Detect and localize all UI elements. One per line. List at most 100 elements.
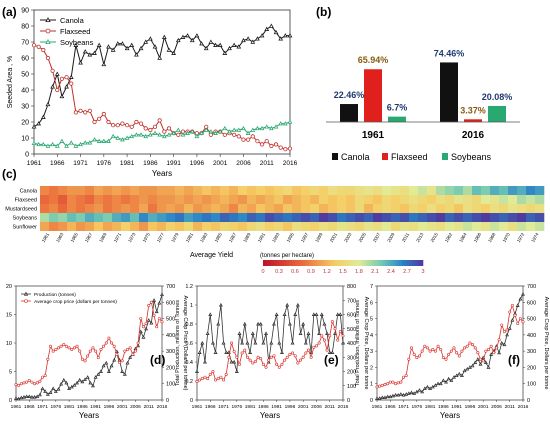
x-tick-label: 1981 <box>64 404 75 410</box>
heatmap-cell <box>274 195 284 204</box>
data-point-production <box>19 395 24 400</box>
heatmap-cell <box>310 195 320 204</box>
heatmap-cell <box>463 222 473 231</box>
data-point-price <box>391 380 395 384</box>
x-tick-label: 1968 <box>487 232 497 244</box>
panel-f-label: (f) <box>508 353 520 367</box>
data-point-flaxseed <box>59 76 65 81</box>
data-point-production <box>240 340 245 345</box>
heatmap-cell <box>130 213 140 222</box>
data-point-flaxseed <box>41 47 46 53</box>
heatmap-cell <box>121 204 131 213</box>
data-point-canola <box>287 33 293 38</box>
x-tick-label: 1985 <box>214 232 224 244</box>
data-point-canola <box>96 42 102 47</box>
data-point-flaxseed <box>208 132 213 137</box>
data-point-production <box>475 357 480 361</box>
data-point-price <box>30 380 34 384</box>
data-point-price <box>457 354 461 358</box>
heatmap-cell <box>490 204 500 213</box>
data-point-price <box>394 382 398 386</box>
x-tick-label: 1987 <box>228 232 238 244</box>
data-point-canola <box>92 50 97 55</box>
x-tick-label: 2011 <box>325 404 336 410</box>
data-point-price <box>431 348 435 352</box>
heatmap-cell <box>463 186 473 195</box>
colorbar-segment <box>367 260 370 266</box>
heatmap-cell <box>499 186 509 195</box>
heatmap-cell <box>274 213 284 222</box>
x-tick-label: 1971 <box>113 232 123 244</box>
heatmap-cell <box>454 204 464 213</box>
data-point-flaxseed <box>273 142 279 147</box>
bar-value-label: 6.7% <box>387 103 408 113</box>
data-point-production <box>317 331 322 335</box>
data-point-soybeans <box>82 140 88 145</box>
x-tick-label: 2016 <box>518 404 529 410</box>
colorbar-segment <box>329 260 333 266</box>
data-point-soybeans <box>189 129 195 134</box>
panel-b-bars: 22.46% 65.94% 6.7% 1961 74.46% 3.37% 20.08% 201… <box>326 48 520 141</box>
colorbar-segment <box>391 260 394 266</box>
data-point-soybeans <box>92 137 97 142</box>
colorbar-segment <box>393 260 397 266</box>
data-point-production <box>428 386 433 391</box>
data-point-canola <box>255 36 260 41</box>
panel-e-label: (e) <box>324 353 339 367</box>
data-point-production <box>382 395 387 399</box>
x-tick-label: 1996 <box>104 404 115 410</box>
heatmap-cell <box>256 195 266 204</box>
data-point-production <box>497 350 502 355</box>
data-point-production <box>109 363 114 368</box>
heatmap-cell <box>508 186 518 195</box>
heatmap-cell <box>211 195 221 204</box>
data-point-production <box>157 300 162 305</box>
x-tick-label: 1971 <box>218 404 229 410</box>
data-point-production <box>224 350 229 354</box>
data-point-soybeans <box>134 132 139 137</box>
data-point-price <box>264 365 268 369</box>
x-tick-label: 1972 <box>516 232 526 244</box>
data-point-canola <box>31 124 37 129</box>
x-tick-label: 1962 <box>444 232 454 244</box>
data-point-flaxseed <box>120 121 125 126</box>
heatmap-cell <box>472 186 482 195</box>
data-point-flaxseed <box>264 139 269 144</box>
data-point-price <box>33 382 37 386</box>
data-point-price <box>243 348 247 352</box>
data-point-production <box>197 350 202 354</box>
data-point-soybeans <box>199 130 204 135</box>
data-point-soybeans <box>287 119 293 124</box>
x-tick-label: 2001 <box>117 404 128 410</box>
x-tick-label: 1979 <box>170 232 180 244</box>
heatmap-cell <box>256 222 266 231</box>
heatmap-cell <box>265 213 275 222</box>
heatmap-cell <box>400 213 410 222</box>
colorbar-segment <box>332 260 336 266</box>
heatmap-cell <box>202 213 212 222</box>
heatmap-cell <box>436 195 446 204</box>
colorbar-tick-label: 0.3 <box>275 269 283 275</box>
heatmap-cell <box>292 222 302 231</box>
heatmap-cell <box>130 204 140 213</box>
data-point-soybeans <box>59 138 65 143</box>
x-tick-label: 1974 <box>530 232 540 244</box>
data-point-production <box>333 331 338 335</box>
data-point-production <box>250 331 255 335</box>
y-right-tick-label: 800 <box>347 284 356 290</box>
heatmap-cell <box>535 204 545 213</box>
data-point-price <box>128 346 132 350</box>
y-tick-label: 5 <box>9 370 12 376</box>
heatmap-cell <box>103 186 113 195</box>
heatmap-cell <box>238 195 248 204</box>
data-point-price <box>481 359 485 363</box>
data-point-price <box>147 304 151 308</box>
heatmap-cell <box>499 204 509 213</box>
heatmap-cell <box>310 222 320 231</box>
data-point-price <box>283 358 287 362</box>
heatmap-cell <box>418 213 428 222</box>
colorbar-segment <box>385 260 389 266</box>
data-point-production <box>144 326 149 331</box>
heatmap-cell <box>292 204 302 213</box>
